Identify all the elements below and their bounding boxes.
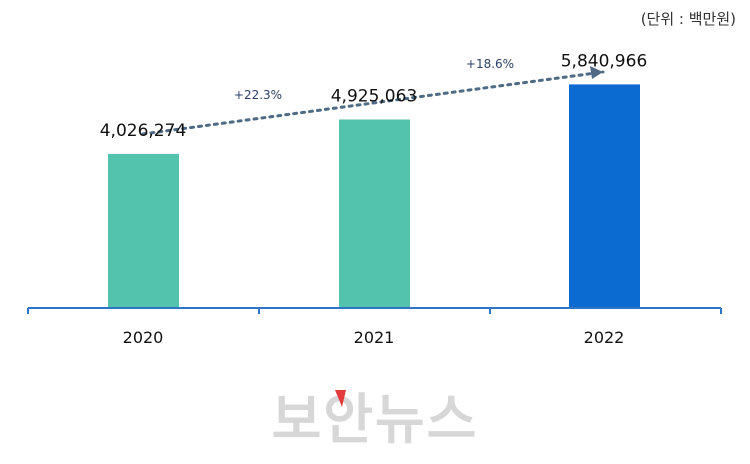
value-label-2021: 4,925,063 [331,87,418,107]
growth-label-2022: +18.6% [466,57,514,71]
watermark-logo: 보안뉴스 [272,388,479,451]
bar-2020 [108,153,179,308]
trend-arrowhead [590,66,603,79]
x-tick-2021: 2021 [354,328,395,347]
watermark-accent-icon [335,390,346,407]
x-tick-2020: 2020 [123,328,164,347]
value-label-2020: 4,026,274 [100,121,187,141]
bar-2021 [339,119,410,308]
bar-2022 [569,84,640,309]
trend-line [141,70,605,136]
value-label-2022: 5,840,966 [561,51,648,71]
watermark-text: 보안뉴스 [272,388,479,451]
x-tick-2022: 2022 [584,328,625,347]
growth-label-2021: +22.3% [234,88,282,102]
unit-label: (단위 : 백만원) [641,10,736,28]
